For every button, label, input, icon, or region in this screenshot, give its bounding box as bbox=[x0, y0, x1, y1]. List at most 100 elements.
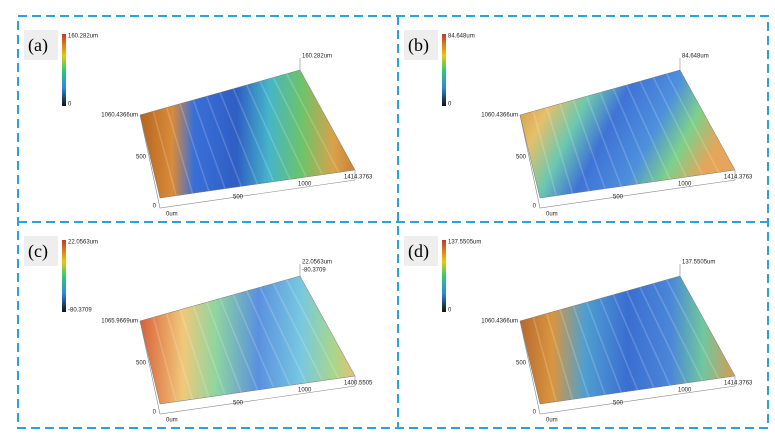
x-extent: 1400.5505 bbox=[344, 381, 373, 387]
texture bbox=[179, 309, 210, 398]
texture bbox=[245, 290, 291, 386]
y-extent: 1060.4366um bbox=[481, 319, 518, 325]
x-tick-label: 500 bbox=[233, 401, 244, 407]
texture bbox=[559, 309, 590, 398]
texture bbox=[286, 279, 340, 379]
x-tick-label: 0um bbox=[166, 212, 178, 218]
x-tick-label: 0um bbox=[546, 212, 558, 218]
y-extent: 1060.4366um bbox=[101, 113, 138, 119]
x-tick-label: 0um bbox=[166, 418, 178, 424]
texture bbox=[272, 283, 324, 382]
x-tick-label: 500 bbox=[613, 195, 624, 201]
texture bbox=[245, 84, 291, 180]
y-tick-label: 500 bbox=[516, 361, 527, 367]
texture bbox=[625, 290, 671, 386]
x-tick-label: 0um bbox=[546, 418, 558, 424]
panel-label: (d) bbox=[408, 241, 429, 262]
texture bbox=[152, 111, 177, 196]
z-label: 137.5505um bbox=[682, 260, 715, 266]
z-label: -80.3709 bbox=[302, 268, 326, 274]
colorbar-label: -80.3709 bbox=[68, 308, 92, 314]
texture bbox=[666, 279, 720, 379]
label-bg bbox=[24, 30, 58, 60]
surface-panel: (c) 22.0563um -80.3709 22.0563um -80.3709 106… bbox=[24, 236, 373, 424]
texture bbox=[165, 313, 194, 400]
texture bbox=[219, 92, 259, 185]
panel-frames bbox=[17, 15, 769, 429]
colorbar bbox=[442, 240, 446, 312]
axis-frame bbox=[519, 320, 736, 415]
y-tick-label: 0 bbox=[153, 410, 157, 416]
colorbar-label: 137.5505um bbox=[448, 240, 481, 246]
x-extent: 1414.3763 bbox=[344, 175, 373, 181]
y-tick-label: 500 bbox=[516, 155, 527, 161]
texture bbox=[652, 283, 704, 382]
texture bbox=[572, 305, 606, 395]
x-tick-label: 1000 bbox=[678, 388, 692, 394]
axis-frame bbox=[139, 320, 356, 415]
x-extent: 1414.3763 bbox=[724, 381, 753, 387]
colorbar-label: 160.282um bbox=[68, 34, 98, 40]
texture bbox=[259, 286, 307, 384]
colorbar-label: 0 bbox=[448, 102, 452, 108]
texture bbox=[205, 95, 242, 187]
label-bg bbox=[404, 236, 438, 266]
axis-frame bbox=[519, 114, 736, 209]
texture bbox=[625, 84, 671, 180]
texture bbox=[572, 99, 606, 189]
texture bbox=[639, 80, 687, 178]
texture bbox=[612, 294, 655, 388]
x-extent: 1414.3763 bbox=[724, 175, 753, 181]
z-label: 22.0563um bbox=[302, 260, 332, 266]
texture bbox=[286, 73, 340, 173]
texture bbox=[545, 313, 574, 400]
y-tick-label: 500 bbox=[136, 155, 147, 161]
texture bbox=[599, 92, 639, 185]
texture bbox=[165, 107, 194, 194]
texture bbox=[192, 305, 226, 395]
texture bbox=[532, 111, 557, 196]
panel-label: (a) bbox=[28, 35, 48, 56]
x-tick-label: 500 bbox=[613, 401, 624, 407]
x-tick-label: 1000 bbox=[298, 182, 312, 188]
texture bbox=[545, 107, 574, 194]
surface-panel: (b) 84.648um 0 84.648um 1060.4366um 500 0 0um 50… bbox=[404, 30, 753, 218]
texture bbox=[179, 103, 210, 192]
colorbar-label: 0 bbox=[448, 308, 452, 314]
label-bg bbox=[404, 30, 438, 60]
texture bbox=[666, 73, 720, 173]
texture bbox=[599, 298, 639, 391]
y-extent: 1060.4366um bbox=[481, 113, 518, 119]
texture bbox=[652, 77, 704, 176]
y-extent: 1065.9669um bbox=[101, 319, 138, 325]
texture bbox=[612, 88, 655, 182]
texture bbox=[639, 286, 687, 384]
surface-panel: (d) 137.5505um 0 137.5505um 1060.4366um 500 0 0… bbox=[404, 236, 753, 424]
texture bbox=[232, 88, 275, 182]
texture bbox=[532, 317, 557, 402]
x-tick-label: 1000 bbox=[298, 388, 312, 394]
x-tick-label: 500 bbox=[233, 195, 244, 201]
colorbar bbox=[62, 34, 66, 106]
colorbar bbox=[62, 240, 66, 312]
colorbar bbox=[442, 34, 446, 106]
texture bbox=[272, 77, 324, 176]
texture bbox=[219, 298, 259, 391]
texture bbox=[192, 99, 226, 189]
panel-label: (c) bbox=[28, 241, 48, 262]
y-tick-label: 500 bbox=[136, 361, 147, 367]
texture bbox=[205, 301, 242, 393]
texture bbox=[559, 103, 590, 192]
y-tick-label: 0 bbox=[533, 410, 537, 416]
colorbar-label: 22.0563um bbox=[68, 240, 98, 246]
label-bg bbox=[24, 236, 58, 266]
x-tick-label: 1000 bbox=[678, 182, 692, 188]
texture bbox=[152, 317, 177, 402]
colorbar-label: 84.648um bbox=[448, 34, 475, 40]
surface-panel: (a) 160.282um 0 160.282um 1060.4366um 500 0 0um… bbox=[24, 30, 373, 218]
panel-label: (b) bbox=[408, 35, 429, 56]
colorbar-label: 0 bbox=[68, 102, 72, 108]
z-label: 84.648um bbox=[682, 54, 709, 60]
